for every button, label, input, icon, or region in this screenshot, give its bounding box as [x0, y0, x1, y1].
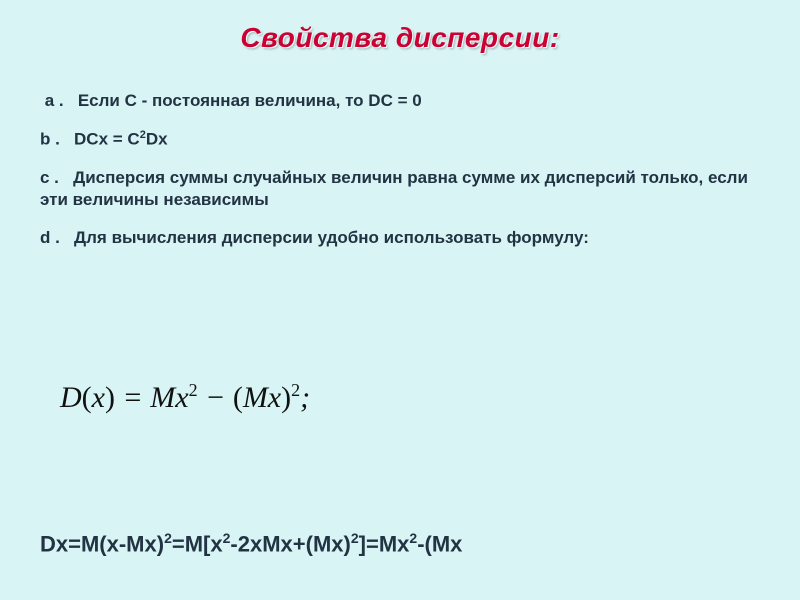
formula-open: ( — [82, 381, 92, 414]
item-a: a . Если С - постоянная величина, то DС … — [40, 90, 760, 112]
item-d-label: d . — [40, 228, 60, 247]
item-c-label: c . — [40, 168, 59, 187]
beq-p5: -(Mx — [417, 531, 462, 556]
item-b-label: b . — [40, 130, 60, 149]
beq-p3: -2xMx+(Mx) — [230, 531, 350, 556]
formula-semi: ; — [300, 381, 310, 414]
formula-close: ) — [105, 381, 115, 414]
slide-title: Свойства дисперсии: — [0, 22, 800, 54]
item-c-text: Дисперсия суммы случайных величин равна … — [40, 168, 748, 209]
beq-p1: Dx=M(x-Mx) — [40, 531, 164, 556]
beq-s1: 2 — [164, 530, 172, 546]
formula-D: D — [60, 381, 82, 414]
formula-Mx: Mx — [243, 381, 281, 414]
item-d: d . Для вычисления дисперсии удобно испо… — [40, 227, 760, 249]
content-block: a . Если С - постоянная величина, то DС … — [40, 90, 760, 259]
beq-p4: ]=Mx — [359, 531, 410, 556]
beq-s3: 2 — [351, 530, 359, 546]
item-b-text: DCx = C — [74, 130, 140, 149]
item-b-tail: Dx — [146, 130, 168, 149]
formula-sup1: 2 — [189, 380, 198, 400]
item-a-label: a . — [45, 91, 64, 110]
main-formula: D(x) = Mx2 − (Mx)2; — [60, 380, 310, 415]
item-c: c . Дисперсия суммы случайных величин ра… — [40, 167, 760, 211]
formula-Mx2: Mx — [150, 381, 188, 414]
formula-sup2: 2 — [291, 380, 300, 400]
item-b: b . DCx = C2Dx — [40, 128, 760, 151]
item-d-text: Для вычисления дисперсии удобно использо… — [74, 228, 589, 247]
beq-p2: =M[x — [172, 531, 223, 556]
formula-x: x — [92, 381, 105, 414]
formula-close2: ) — [281, 381, 291, 414]
item-a-text-2: DС = 0 — [368, 91, 421, 110]
formula-open2: ( — [233, 381, 243, 414]
item-a-text-1: Если С - постоянная величина, то — [78, 91, 368, 110]
formula-minus: − — [198, 381, 233, 414]
formula-eq: = — [115, 381, 150, 414]
bottom-equation: Dx=M(x-Mx)2=M[x2-2xMx+(Mx)2]=Mx2-(Mx — [40, 530, 462, 557]
